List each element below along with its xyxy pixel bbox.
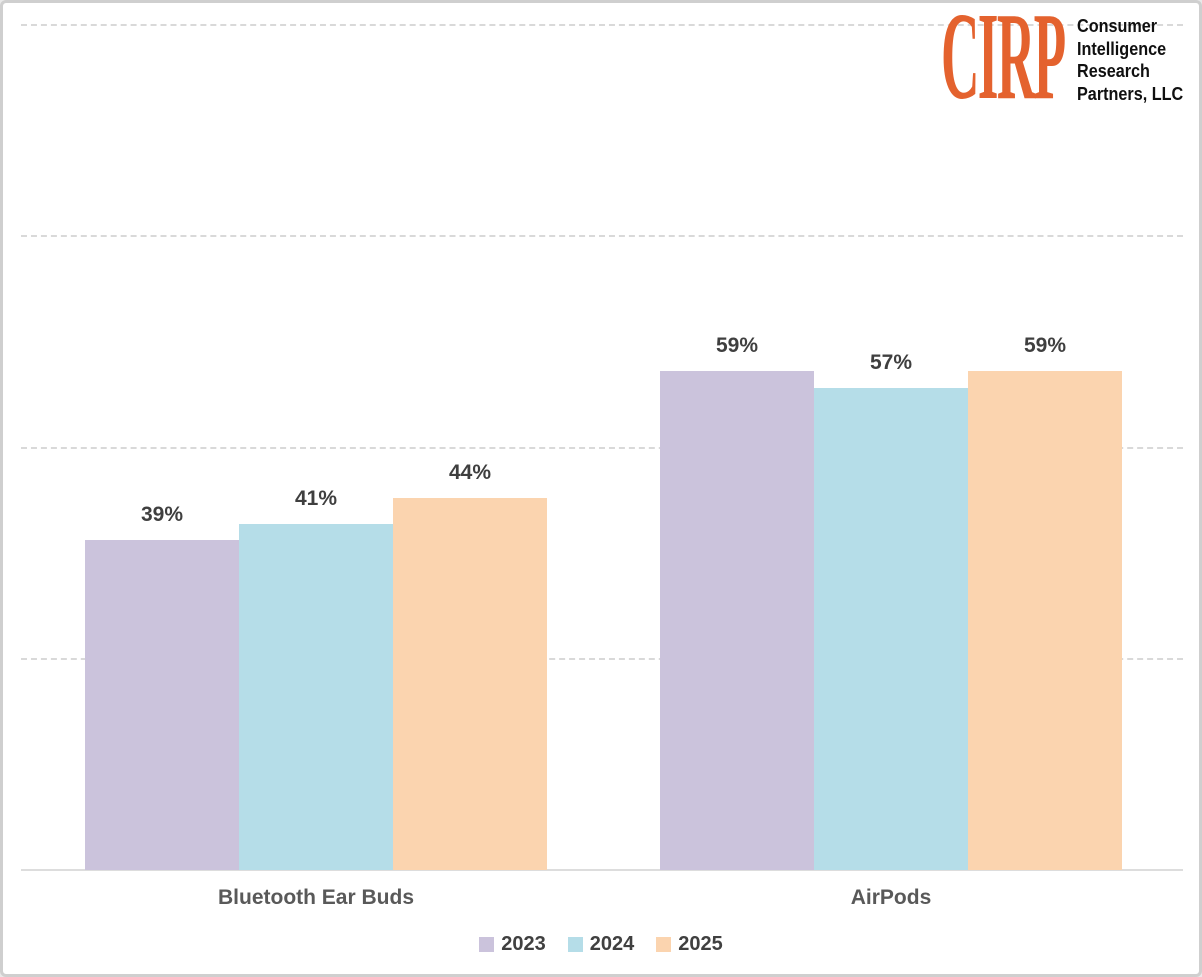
gridline-50 (21, 446, 1183, 449)
bar-2024-airpods (814, 388, 968, 870)
cirp-logo-text: CIRP (941, 0, 1066, 127)
bar-value-2024-bluetooth-ear-buds: 41% (294, 486, 338, 510)
bar-chart: 39% 59% 41% 57% 44% 59% Bluetooth Ear Buds AirP… (3, 3, 1199, 974)
bar-value-2023-bluetooth-ear-buds: 39% (140, 503, 184, 527)
x-axis-line (21, 869, 1183, 871)
bar-2023-bluetooth-ear-buds (85, 540, 239, 870)
gridline-25 (21, 657, 1183, 660)
legend-item-2025: 2025 (656, 933, 723, 956)
bar-value-2024-airpods: 57% (869, 351, 913, 375)
legend-label-2025: 2025 (678, 933, 723, 955)
cirp-company-name: Consumer Intelligence Research Partners,… (1077, 15, 1183, 105)
bar-2023-airpods (660, 371, 814, 870)
bar-value-2025-bluetooth-ear-buds: 44% (448, 461, 492, 485)
cirp-logo: CIRP Consumer Intelligence Research Part… (941, 0, 1193, 127)
legend-item-2023: 2023 (479, 933, 546, 956)
legend-swatch-2024 (567, 937, 583, 952)
legend-label-2024: 2024 (589, 933, 635, 955)
category-label-bluetooth-ear-buds: Bluetooth Ear Buds (217, 886, 415, 909)
legend-item-2024: 2024 (567, 933, 635, 956)
bar-value-2025-airpods: 59% (1023, 334, 1067, 358)
logo-line: Intelligence (1077, 38, 1167, 59)
category-label-airpods: AirPods (850, 886, 932, 909)
logo-line: Research (1077, 61, 1150, 81)
chart-legend: 2023 2024 2025 (3, 933, 1199, 956)
gridline-75 (21, 235, 1183, 238)
bar-2025-airpods (968, 371, 1122, 870)
legend-swatch-2023 (479, 937, 495, 952)
logo-line: Consumer (1077, 16, 1158, 36)
logo-line: Partners, LLC (1077, 83, 1184, 104)
legend-swatch-2025 (656, 937, 672, 952)
bar-2024-bluetooth-ear-buds (239, 523, 393, 870)
bar-value-2023-airpods: 59% (715, 334, 759, 358)
gridline-100 (21, 24, 1183, 26)
bar-2025-bluetooth-ear-buds (393, 498, 547, 870)
legend-label-2023: 2023 (501, 933, 546, 955)
